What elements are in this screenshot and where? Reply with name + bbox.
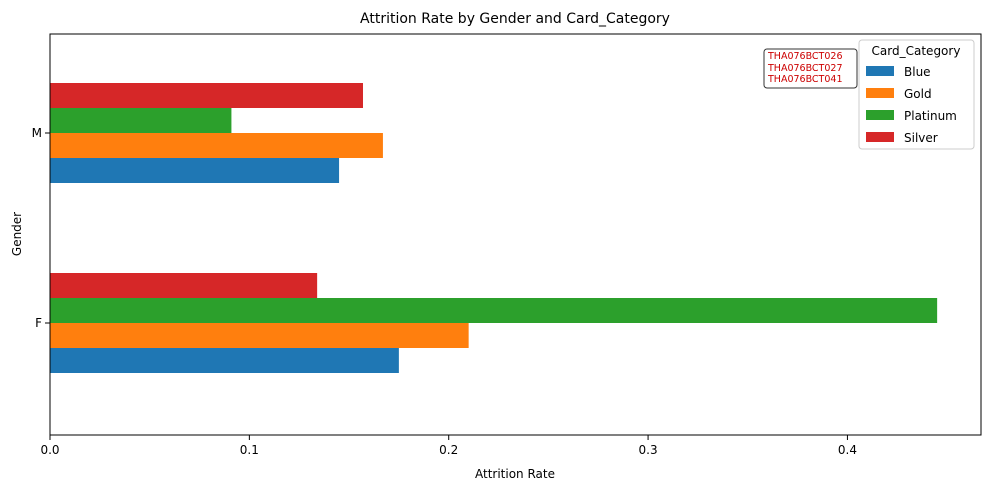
bar-f-blue (50, 348, 399, 373)
chart-title: Attrition Rate by Gender and Card_Catego… (360, 11, 670, 27)
legend-swatch-platinum (866, 110, 894, 120)
legend: Card_Category Blue Gold Platinum Silver (858, 39, 975, 150)
legend-label-silver: Silver (904, 131, 938, 145)
x-axis: 0.0 0.1 0.2 0.3 0.4 (40, 435, 857, 457)
y-axis: FM (32, 126, 50, 330)
y-tick-label: M (32, 126, 42, 140)
bar-f-gold (50, 323, 469, 348)
legend-swatch-silver (866, 132, 894, 142)
x-tick-label: 0.2 (439, 443, 458, 457)
annotation-frame (763, 48, 858, 89)
x-axis-label: Attrition Rate (475, 467, 555, 481)
annotation-line: THA076BCT027 (767, 63, 843, 74)
bar-f-platinum (50, 298, 938, 323)
legend-items: Blue Gold Platinum Silver (866, 65, 957, 145)
legend-label-platinum: Platinum (904, 109, 957, 123)
legend-swatch-gold (866, 88, 894, 98)
bar-m-platinum (50, 108, 232, 133)
y-axis-label: Gender (10, 212, 24, 256)
legend-label-blue: Blue (904, 65, 931, 79)
bar-m-silver (50, 83, 363, 108)
plot-frame (49, 33, 982, 436)
x-tick-label: 0.1 (240, 443, 259, 457)
x-tick-label: 0.0 (40, 443, 59, 457)
legend-title: Card_Category (872, 44, 961, 58)
bar-m-blue (50, 158, 340, 183)
x-tick-label: 0.3 (639, 443, 658, 457)
legend-swatch-blue (866, 66, 894, 76)
x-tick-label: 0.4 (838, 443, 857, 457)
bars-layer (50, 83, 938, 373)
y-tick-label: F (35, 316, 42, 330)
bar-f-silver (50, 273, 318, 298)
annotation-box: THA076BCT026 THA076BCT027 THA076BCT041 (763, 48, 858, 89)
annotation-line: THA076BCT041 (767, 74, 843, 85)
annotation-line: THA076BCT026 (767, 51, 843, 62)
legend-label-gold: Gold (904, 87, 932, 101)
bar-m-gold (50, 133, 383, 158)
